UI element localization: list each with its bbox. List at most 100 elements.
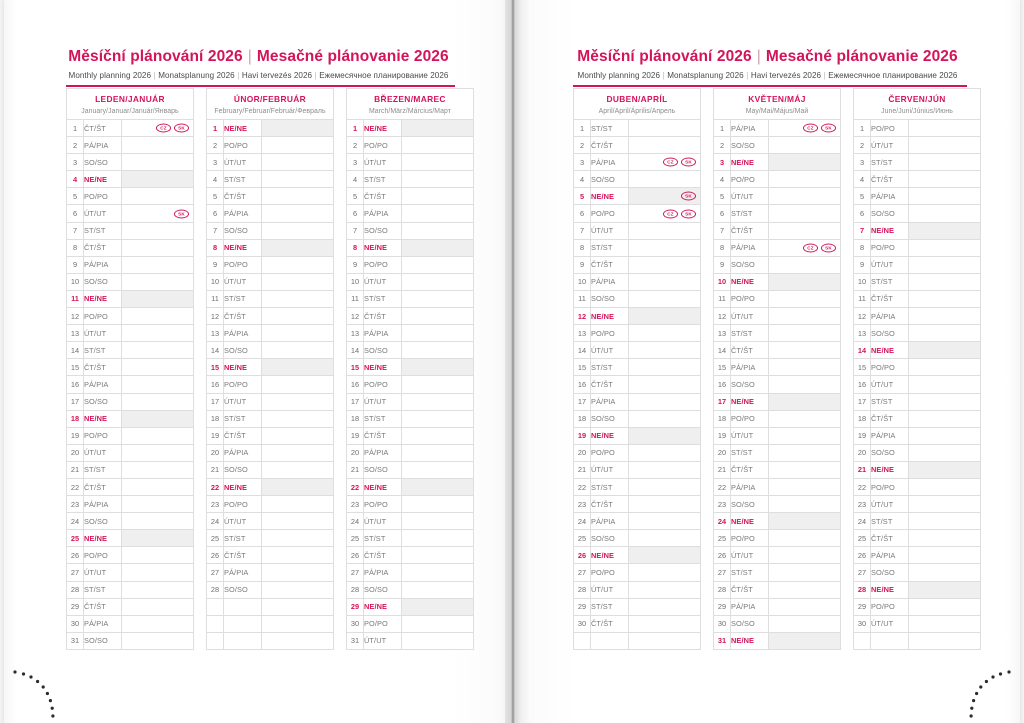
day-note-field[interactable]: SK [628, 187, 701, 206]
day-note-field[interactable] [908, 307, 981, 326]
day-note-field[interactable] [261, 289, 334, 309]
day-note-field[interactable] [121, 170, 194, 189]
day-note-field[interactable] [768, 563, 841, 582]
day-note-field[interactable] [628, 512, 701, 531]
day-note-field[interactable] [121, 136, 194, 155]
day-note-field[interactable]: CZ SK [768, 118, 841, 138]
day-note-field[interactable] [628, 170, 701, 189]
day-note-field[interactable] [768, 546, 841, 565]
day-note-field[interactable] [628, 358, 701, 377]
day-note-field[interactable] [628, 136, 701, 155]
day-note-field[interactable] [768, 341, 841, 360]
day-note-field[interactable] [628, 546, 701, 565]
day-note-field[interactable] [261, 170, 334, 189]
day-note-field[interactable]: CZ SK [628, 204, 701, 223]
day-note-field[interactable] [401, 341, 474, 360]
day-note-field[interactable] [121, 392, 194, 411]
day-note-field[interactable] [768, 580, 841, 599]
day-note-field[interactable] [121, 358, 194, 377]
day-note-field[interactable] [628, 614, 701, 633]
day-note-field[interactable] [628, 631, 701, 650]
day-note-field[interactable] [121, 580, 194, 599]
day-note-field[interactable] [628, 375, 701, 394]
day-note-field[interactable] [121, 563, 194, 582]
day-note-field[interactable] [908, 341, 981, 360]
day-note-field[interactable] [401, 136, 474, 155]
day-note-field[interactable] [401, 529, 474, 548]
day-note-field[interactable] [121, 529, 194, 548]
day-note-field[interactable] [908, 358, 981, 377]
day-note-field[interactable] [628, 324, 701, 343]
day-note-field[interactable] [768, 136, 841, 155]
day-note-field[interactable] [401, 409, 474, 428]
day-note-field[interactable] [768, 614, 841, 633]
day-note-field[interactable] [261, 426, 334, 445]
day-note-field[interactable] [401, 563, 474, 582]
day-note-field[interactable] [261, 409, 334, 428]
day-note-field[interactable] [768, 375, 841, 394]
day-note-field[interactable] [121, 375, 194, 394]
day-note-field[interactable] [261, 153, 334, 172]
day-note-field[interactable] [768, 597, 841, 616]
day-note-field[interactable]: CZ SK [121, 118, 194, 138]
day-note-field[interactable] [401, 614, 474, 633]
day-note-field[interactable] [768, 477, 841, 497]
day-note-field[interactable] [261, 580, 334, 599]
day-note-field[interactable] [401, 255, 474, 274]
day-note-field[interactable] [121, 187, 194, 206]
day-note-field[interactable] [768, 187, 841, 206]
day-note-field[interactable] [768, 221, 841, 240]
day-note-field[interactable] [768, 631, 841, 650]
day-note-field[interactable] [261, 460, 334, 479]
day-note-field[interactable] [908, 289, 981, 309]
day-note-field[interactable] [908, 426, 981, 445]
day-note-field[interactable] [768, 409, 841, 428]
day-note-field[interactable] [401, 153, 474, 172]
day-note-field[interactable] [121, 341, 194, 360]
day-note-field[interactable] [401, 307, 474, 326]
day-note-field[interactable] [628, 580, 701, 599]
day-note-field[interactable] [401, 512, 474, 531]
day-note-field[interactable] [908, 563, 981, 582]
day-note-field[interactable] [261, 443, 334, 462]
day-note-field[interactable] [768, 289, 841, 309]
day-note-field[interactable] [261, 614, 334, 633]
day-note-field[interactable] [628, 341, 701, 360]
day-note-field[interactable] [768, 255, 841, 274]
day-note-field[interactable] [401, 187, 474, 206]
day-note-field[interactable]: CZ SK [768, 238, 841, 257]
day-note-field[interactable] [768, 272, 841, 291]
day-note-field[interactable] [908, 614, 981, 633]
day-note-field[interactable] [768, 153, 841, 172]
day-note-field[interactable] [261, 597, 334, 616]
day-note-field[interactable] [401, 289, 474, 309]
day-note-field[interactable] [908, 546, 981, 565]
day-note-field[interactable] [908, 324, 981, 343]
day-note-field[interactable] [401, 631, 474, 650]
day-note-field[interactable]: CZ SK [628, 153, 701, 172]
day-note-field[interactable] [908, 255, 981, 274]
day-note-field[interactable] [768, 529, 841, 548]
day-note-field[interactable] [768, 495, 841, 514]
day-note-field[interactable] [121, 614, 194, 633]
day-note-field[interactable] [401, 118, 474, 138]
day-note-field[interactable] [261, 118, 334, 138]
day-note-field[interactable] [628, 272, 701, 291]
day-note-field[interactable] [401, 426, 474, 445]
day-note-field[interactable] [768, 358, 841, 377]
day-note-field[interactable] [628, 409, 701, 428]
day-note-field[interactable] [628, 426, 701, 445]
day-note-field[interactable] [768, 426, 841, 445]
day-note-field[interactable] [261, 375, 334, 394]
day-note-field[interactable] [628, 118, 701, 138]
day-note-field[interactable]: SK [121, 204, 194, 223]
day-note-field[interactable] [908, 392, 981, 411]
day-note-field[interactable] [121, 443, 194, 462]
day-note-field[interactable] [261, 341, 334, 360]
day-note-field[interactable] [121, 477, 194, 497]
day-note-field[interactable] [401, 221, 474, 240]
day-note-field[interactable] [908, 221, 981, 240]
day-note-field[interactable] [261, 272, 334, 291]
day-note-field[interactable] [121, 512, 194, 531]
day-note-field[interactable] [908, 512, 981, 531]
